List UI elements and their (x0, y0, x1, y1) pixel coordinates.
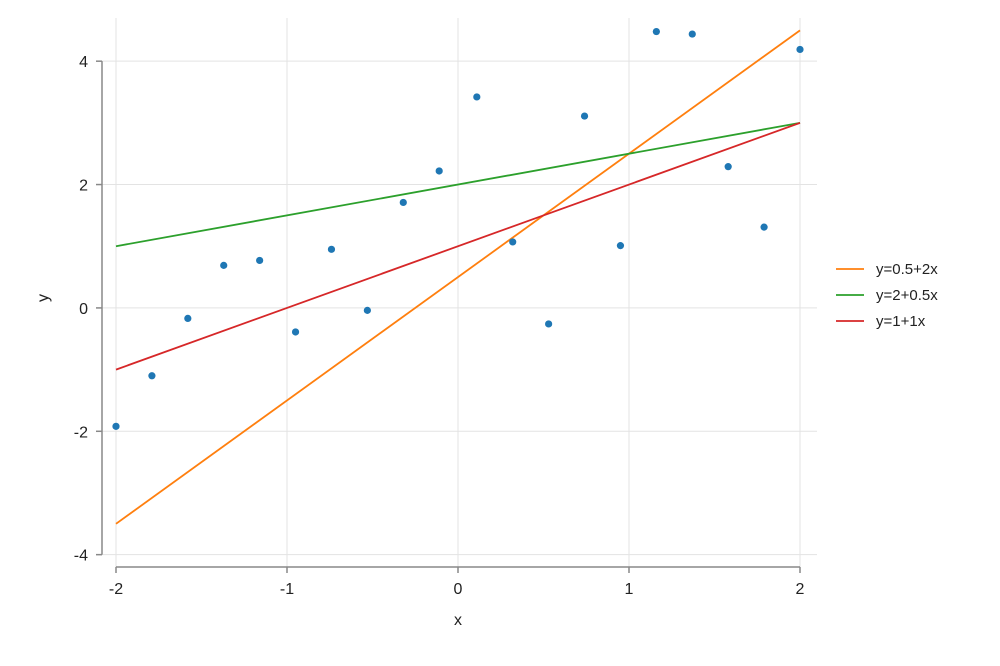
data-point (796, 45, 804, 54)
y-tick-label-3: 2 (79, 178, 88, 195)
data-point (616, 242, 625, 250)
data-point (148, 372, 156, 380)
data-point (435, 167, 443, 175)
y-tick-label-0: -4 (74, 548, 88, 565)
x-tick-label-3: 1 (625, 581, 634, 598)
data-point (291, 328, 300, 336)
data-point (724, 163, 732, 171)
data-point (399, 198, 407, 207)
data-point (688, 30, 696, 38)
y-tick-label-4: 4 (79, 54, 88, 71)
data-point (652, 27, 660, 36)
x-tick-label-1: -1 (280, 581, 294, 598)
fit-lines (115, 29, 801, 525)
data-point (580, 112, 589, 120)
plot-background (102, 18, 817, 567)
series-line-2 (115, 122, 801, 371)
y-tick-label-2: 0 (79, 301, 88, 318)
data-point (363, 306, 371, 314)
x-tick-label-4: 2 (796, 581, 805, 598)
y-axis-title: y (35, 294, 52, 302)
series-line-1 (115, 121, 801, 248)
data-point (760, 223, 768, 231)
data-point (220, 261, 228, 269)
x-tick-label-0: -2 (109, 581, 123, 598)
tick-labels: -4 -2 0 2 4 -2 -1 0 1 2 (74, 54, 805, 598)
data-point (545, 320, 553, 328)
legend-label-1: y=2+0.5x (876, 287, 938, 304)
data-point (256, 256, 264, 265)
data-point (327, 245, 336, 253)
legend-label-2: y=1+1x (876, 313, 926, 330)
scatter-points (112, 27, 804, 430)
legend-label-0: y=0.5+2x (876, 261, 938, 278)
axes (96, 60, 801, 573)
data-point (112, 422, 120, 430)
legend: y=0.5+2x y=2+0.5x y=1+1x (836, 261, 938, 330)
data-point (509, 238, 517, 246)
series-line-0 (115, 29, 801, 525)
data-point (184, 314, 192, 323)
y-tick-label-1: -2 (74, 424, 88, 441)
x-axis-title: x (454, 612, 462, 629)
x-tick-label-2: 0 (454, 581, 463, 598)
data-point (473, 93, 481, 101)
